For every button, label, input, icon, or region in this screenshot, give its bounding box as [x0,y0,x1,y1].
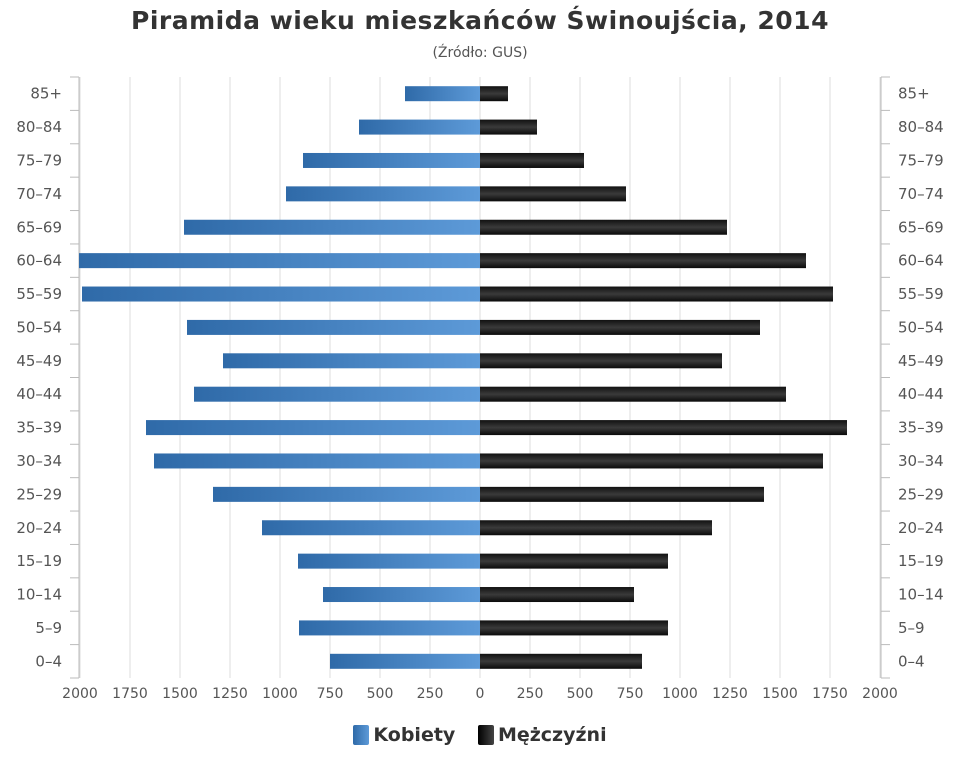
y-category-label-left: 55–59 [16,285,62,303]
y-category-label-left: 25–29 [16,485,62,503]
bar-kobiety [146,420,480,436]
bar-mezczyzni [480,653,642,669]
chart-title: Piramida wieku mieszkańców Świnoujścia, … [131,6,829,35]
bar-mezczyzni [480,520,712,536]
x-tick-label: 1000 [262,686,298,702]
bar-mezczyzni [480,486,764,502]
x-tick-label: 1500 [762,686,798,702]
x-tick-label: 2000 [862,686,898,702]
y-category-label-left: 85+ [30,85,62,103]
bar-kobiety [223,353,480,369]
bar-kobiety [194,386,480,402]
y-category-label-right: 35–39 [898,419,944,437]
y-category-label-left: 35–39 [16,419,62,437]
bar-kobiety [82,286,480,302]
bar-kobiety [303,152,480,168]
y-category-label-left: 40–44 [16,385,62,403]
legend-item-kobiety[interactable]: Kobiety [353,724,455,746]
bar-mezczyzni [480,253,806,269]
bar-mezczyzni [480,319,760,335]
bar-mezczyzni [480,119,537,135]
y-category-label-right: 55–59 [898,285,944,303]
bar-kobiety [184,219,480,235]
x-tick-label: 500 [567,686,594,702]
bar-kobiety [187,319,480,335]
y-category-label-right: 60–64 [898,252,944,270]
y-category-label-right: 0–4 [898,652,925,670]
y-category-label-left: 0–4 [35,652,62,670]
bar-mezczyzni [480,553,668,569]
bar-kobiety [299,620,480,636]
bar-mezczyzni [480,587,634,603]
bar-mezczyzni [480,186,626,202]
x-tick-label: 250 [517,686,544,702]
bar-kobiety [323,587,480,603]
x-tick-label: 0 [476,686,485,702]
bar-kobiety [154,453,480,469]
y-category-label-left: 50–54 [16,318,62,336]
bar-mezczyzni [480,219,727,235]
y-category-label-right: 5–9 [898,619,925,637]
y-category-label-right: 40–44 [898,385,944,403]
legend-swatch-mezczyzni [477,725,494,745]
bar-mezczyzni [480,152,584,168]
x-tick-label: 1750 [812,686,848,702]
x-tick-label: 500 [367,686,394,702]
y-category-label-right: 50–54 [898,318,944,336]
y-category-label-right: 80–84 [898,118,944,136]
bar-mezczyzni [480,86,508,102]
x-tick-label: 1500 [162,686,198,702]
y-category-label-right: 20–24 [898,519,944,537]
x-tick-label: 1000 [662,686,698,702]
bar-kobiety [359,119,480,135]
y-category-label-left: 30–34 [16,452,62,470]
bar-kobiety [286,186,480,202]
bar-kobiety [79,253,480,269]
y-category-label-left: 65–69 [16,218,62,236]
x-tick-label: 1250 [212,686,248,702]
y-category-label-left: 45–49 [16,352,62,370]
x-tick-label: 750 [617,686,644,702]
y-category-label-right: 25–29 [898,485,944,503]
legend-label: Kobiety [373,724,456,746]
x-tick-label: 1750 [112,686,148,702]
bar-kobiety [298,553,480,569]
y-category-label-right: 70–74 [898,185,944,203]
y-category-label-left: 70–74 [16,185,62,203]
y-category-label-left: 10–14 [16,586,62,604]
bar-mezczyzni [480,453,823,469]
x-tick-label: 2000 [62,686,98,702]
y-category-label-left: 75–79 [16,151,62,169]
y-category-label-left: 60–64 [16,252,62,270]
x-tick-label: 1250 [712,686,748,702]
bar-kobiety [213,486,480,502]
bar-mezczyzni [480,386,786,402]
bar-kobiety [330,653,480,669]
y-category-label-right: 75–79 [898,151,944,169]
legend: Kobiety Mężczyźni [0,724,960,750]
x-tick-label: 250 [417,686,444,702]
bar-mezczyzni [480,420,847,436]
bar-mezczyzni [480,620,668,636]
bar-kobiety [262,520,480,536]
y-category-label-left: 20–24 [16,519,62,537]
y-category-label-right: 30–34 [898,452,944,470]
y-category-label-right: 65–69 [898,218,944,236]
y-category-label-right: 45–49 [898,352,944,370]
y-category-label-left: 5–9 [35,619,62,637]
legend-swatch-kobiety [353,725,370,745]
x-tick-label: 750 [317,686,344,702]
bar-mezczyzni [480,286,833,302]
chart-subtitle: (Źródło: GUS) [432,45,528,61]
y-category-label-right: 15–19 [898,552,944,570]
y-category-label-left: 15–19 [16,552,62,570]
y-category-label-right: 10–14 [898,586,944,604]
y-category-label-left: 80–84 [16,118,62,136]
legend-label: Mężczyźni [497,724,607,746]
bar-mezczyzni [480,353,722,369]
bar-kobiety [405,86,480,102]
legend-item-mezczyzni[interactable]: Mężczyźni [477,724,607,746]
y-category-label-right: 85+ [898,85,930,103]
